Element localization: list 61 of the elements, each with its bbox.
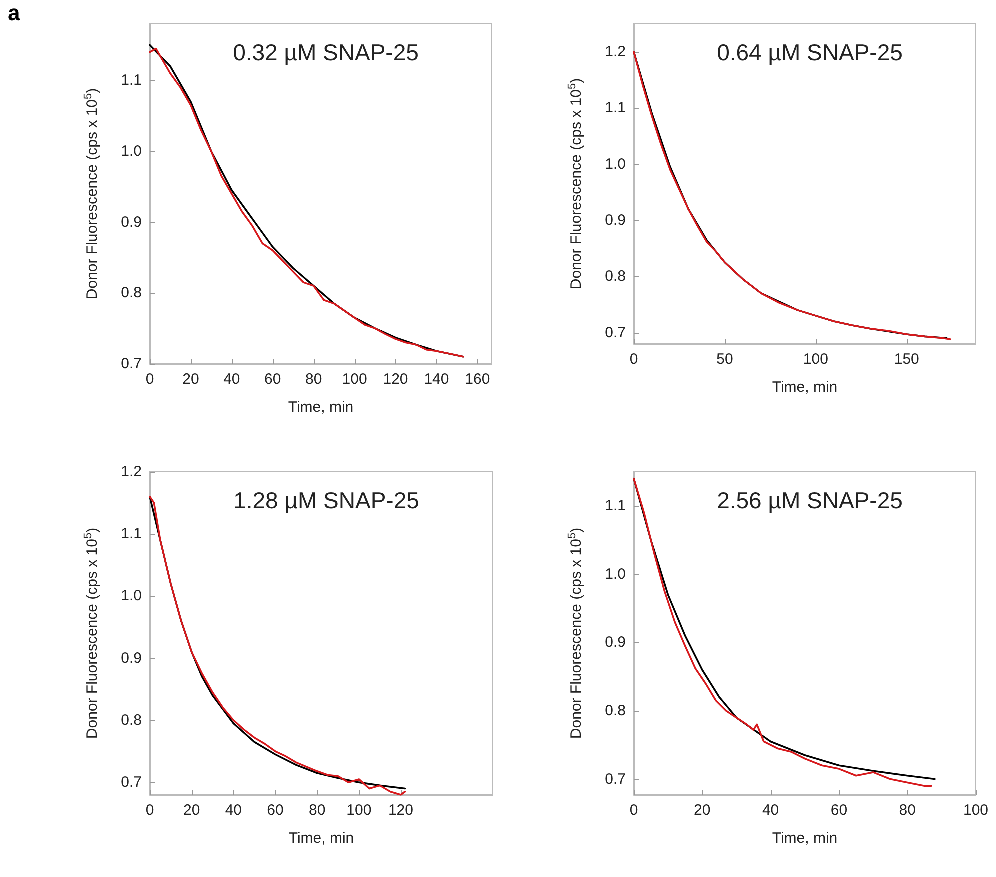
y-tick-label: 1.0 [605, 566, 626, 583]
x-tick-label: 80 [305, 371, 322, 388]
text: a [8, 0, 21, 26]
x-tick-label: 80 [899, 802, 916, 819]
x-tick-label: 100 [342, 371, 368, 388]
x-tick-label: 140 [424, 371, 450, 388]
text: 0.32 µM SNAP-25 [233, 40, 419, 66]
y-tick-label: 1.0 [121, 588, 142, 605]
x-tick-label: 40 [224, 371, 240, 388]
y-tick-label: 0.9 [121, 214, 142, 231]
x-tick-label: 160 [465, 371, 490, 388]
x-axis-title: Time, min [772, 830, 838, 847]
y-axis-title: Donor Fluorescence (cps x 105) [82, 528, 101, 740]
y-tick-label: 0.8 [121, 284, 142, 302]
x-tick-label: 40 [762, 802, 780, 819]
y-tick-label: 1.0 [605, 156, 626, 173]
y-tick-label: 1.2 [605, 44, 626, 61]
y-axis-title: Donor Fluorescence (cps x 105) [82, 88, 101, 300]
text: 2.56 µM SNAP-25 [717, 488, 903, 514]
x-tick-label: 40 [225, 802, 242, 819]
x-tick-label: 0 [146, 802, 154, 819]
y-tick-label: 0.9 [605, 212, 626, 229]
x-tick-label: 100 [346, 802, 372, 819]
x-tick-label: 0 [146, 371, 154, 388]
y-tick-label: 0.9 [605, 634, 626, 652]
x-tick-label: 150 [894, 351, 920, 368]
x-axis-title: Time, min [288, 399, 354, 416]
y-tick-label: 1.1 [605, 100, 626, 117]
x-tick-label: 100 [803, 351, 828, 368]
x-tick-label: 80 [308, 802, 326, 819]
y-tick-label: 1.1 [605, 498, 626, 515]
text: 1.28 µM SNAP-25 [234, 488, 420, 514]
x-tick-label: 20 [694, 802, 711, 819]
x-tick-label: 120 [383, 371, 408, 388]
x-tick-label: 60 [264, 371, 282, 388]
y-tick-label: 0.8 [605, 702, 626, 720]
y-axis-title: Donor Fluorescence (cps x 105) [566, 78, 585, 290]
text: 0.64 µM SNAP-25 [717, 40, 903, 66]
x-axis-title: Time, min [288, 830, 354, 847]
y-tick-label: 1.2 [121, 464, 142, 480]
y-tick-label: 0.7 [605, 770, 626, 788]
x-tick-label: 100 [963, 802, 989, 819]
x-tick-label: 120 [388, 802, 414, 819]
x-tick-label: 20 [182, 371, 200, 388]
y-tick-label: 1.1 [121, 526, 142, 543]
x-tick-label: 20 [183, 802, 200, 819]
y-tick-label: 0.9 [121, 650, 142, 667]
y-tick-label: 0.7 [121, 774, 142, 792]
x-tick-label: 60 [267, 802, 284, 819]
y-tick-label: 0.8 [121, 712, 142, 729]
y-axis-title: Donor Fluorescence (cps x 105) [566, 528, 585, 740]
y-tick-label: 0.7 [605, 324, 626, 342]
y-tick-label: 1.0 [121, 143, 142, 160]
x-tick-label: 0 [630, 802, 638, 819]
x-tick-label: 50 [716, 351, 734, 368]
x-tick-label: 60 [830, 802, 848, 819]
y-tick-label: 0.7 [121, 356, 142, 372]
y-tick-label: 0.8 [605, 268, 626, 286]
x-axis-title: Time, min [772, 379, 838, 396]
x-tick-label: 0 [630, 351, 638, 368]
y-tick-label: 1.1 [121, 72, 142, 90]
